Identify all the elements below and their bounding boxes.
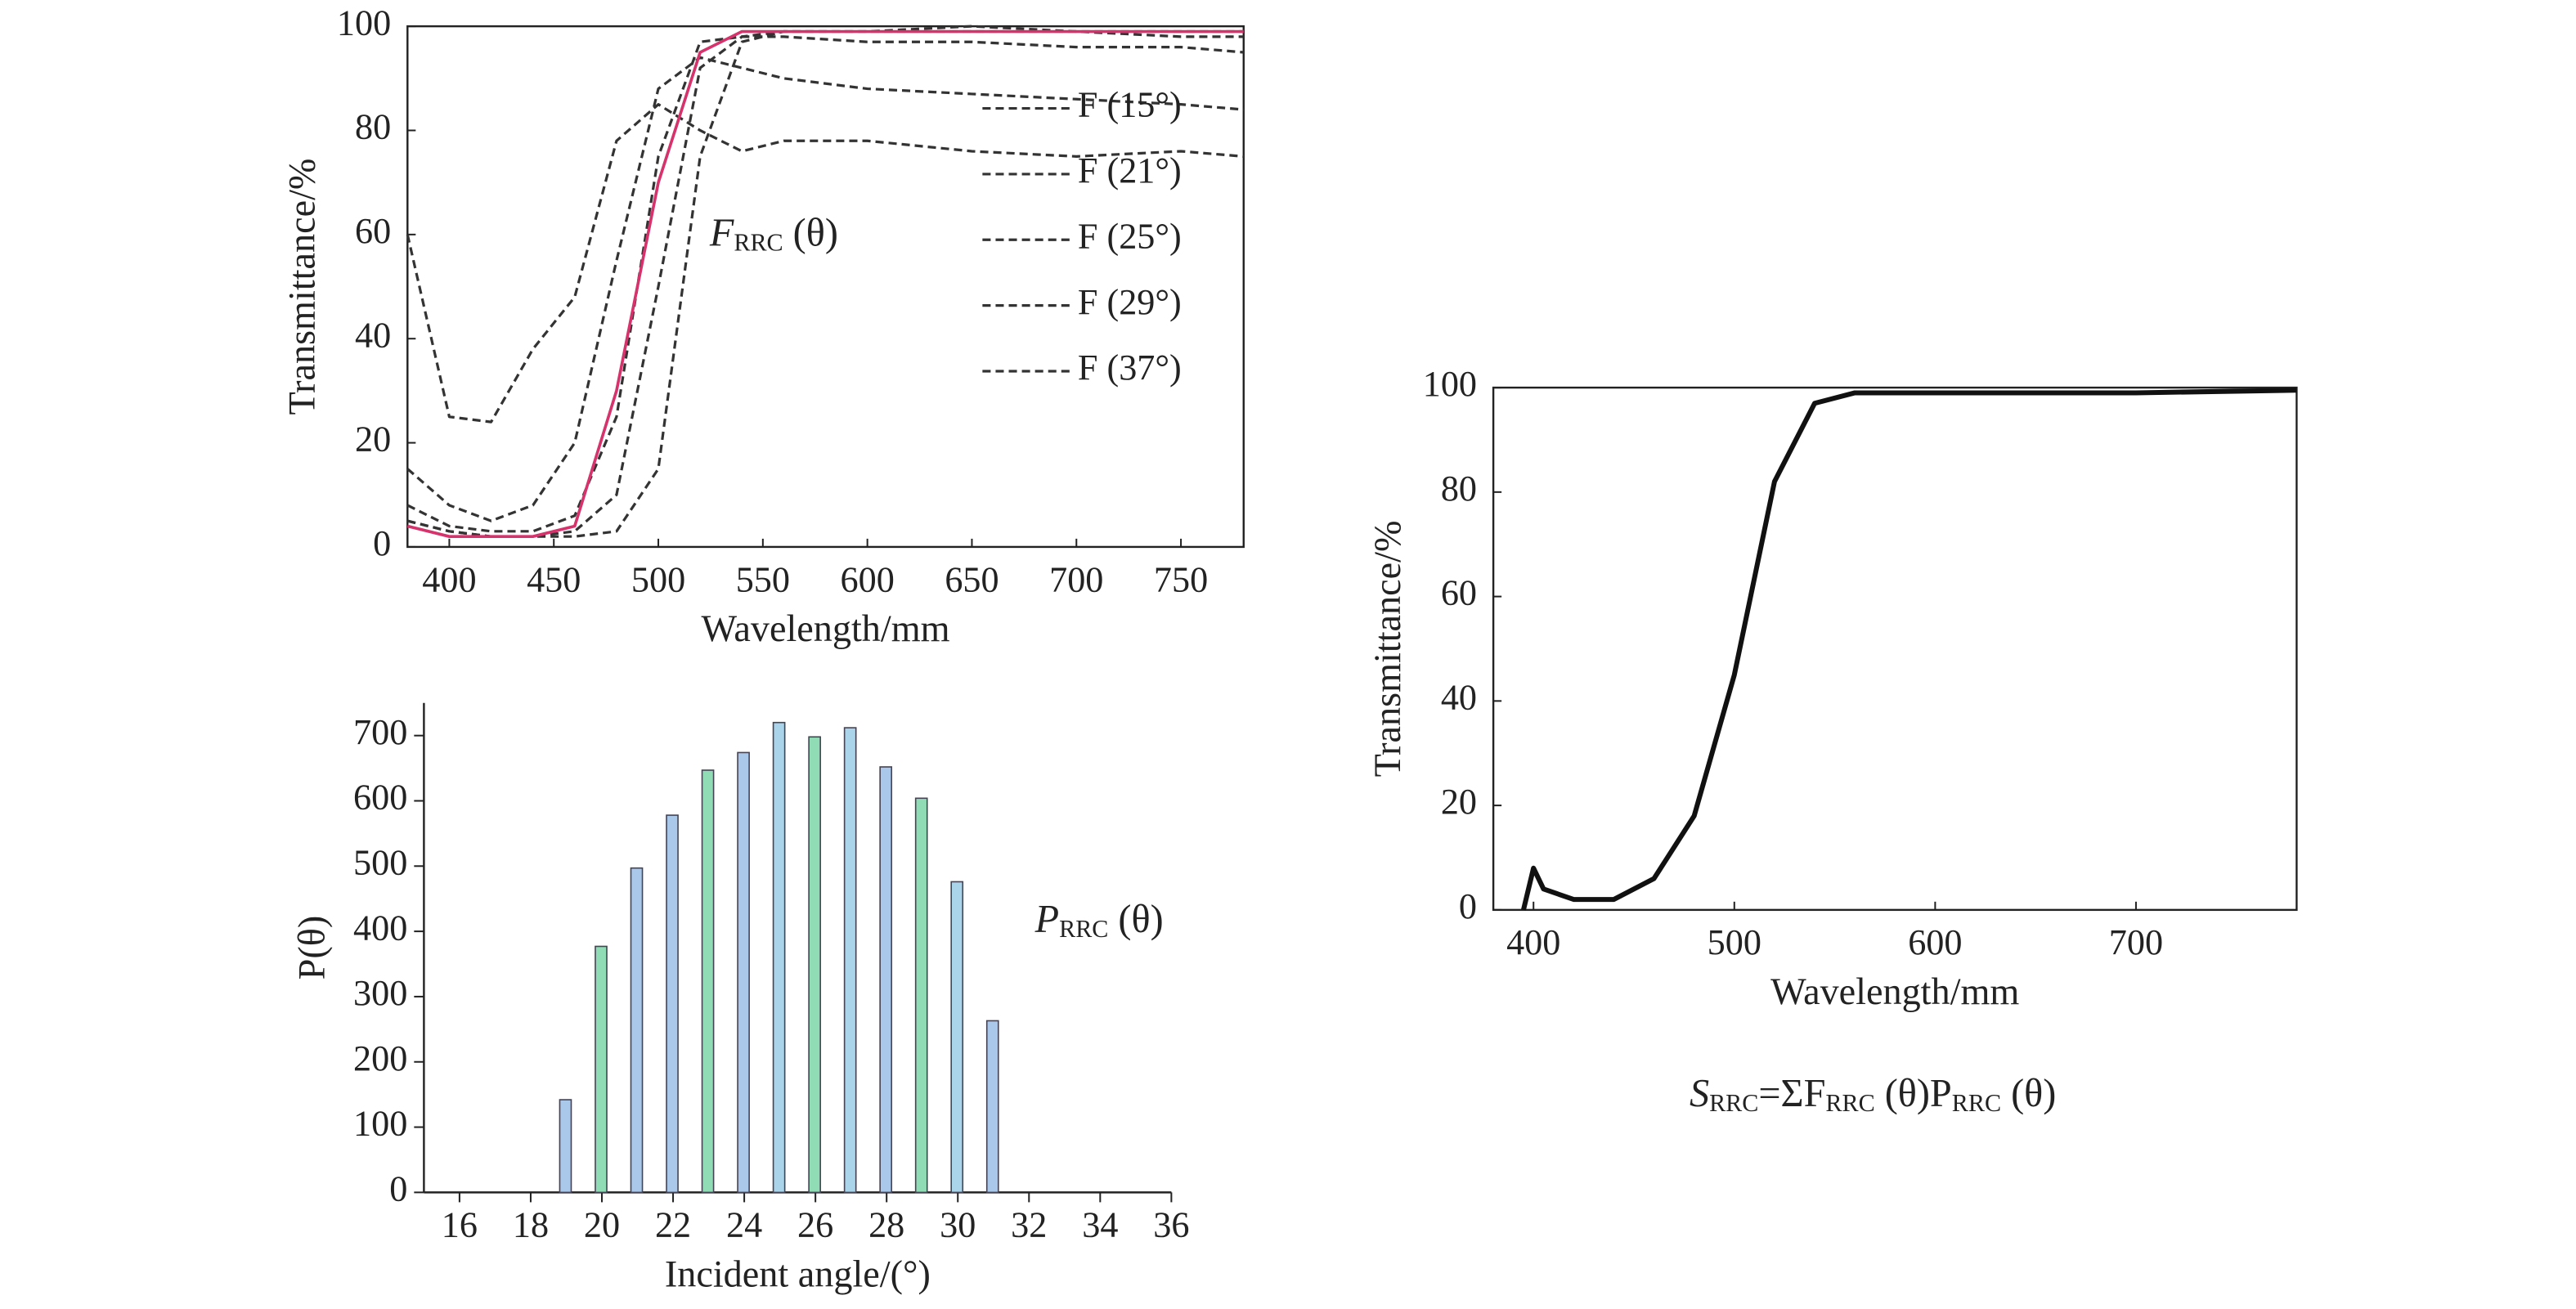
legend-label: F (37°) [1078,347,1182,388]
annotation-part: F [709,211,734,254]
bar [630,867,644,1194]
x-axis-title: Wavelength/mm [701,607,949,649]
y-tick-label: 600 [353,778,407,818]
x-tick-label: 700 [1049,559,1103,599]
line-series [406,29,1244,538]
y-tick-label: 100 [353,1104,407,1144]
y-tick-label: 100 [337,2,391,43]
y-tick-label: 0 [373,523,391,563]
y-axis-title: Transmittance/% [280,159,322,415]
x-tick-label: 400 [422,559,476,599]
bar [701,769,715,1194]
annotation-part: (θ) [2001,1072,2056,1115]
annotation: SRRC=ΣFRRC (θ)PRRC (θ) [1690,1072,2056,1117]
y-tick-label: 100 [1423,364,1477,404]
annotation: FRRC (θ) [709,211,838,256]
bar [595,945,608,1194]
y-tick-label: 80 [1441,468,1477,509]
annotation: PRRC (θ) [1034,898,1164,943]
x-tick-label: 34 [1082,1205,1118,1245]
x-tick-label: 36 [1153,1205,1189,1245]
y-tick-label: 20 [355,419,391,459]
bar [985,1020,999,1194]
x-tick-label: 18 [513,1205,549,1245]
x-tick-label: 500 [631,559,685,599]
x-tick-label: 500 [1708,922,1761,962]
y-tick-label: 40 [1441,677,1477,717]
y-tick-label: 60 [1441,573,1477,613]
x-tick-label: 30 [940,1205,976,1245]
line-series [1521,388,2297,911]
y-tick-label: 200 [353,1038,407,1078]
y-axis-title: P(θ) [290,916,332,980]
line-series [406,103,1244,424]
x-tick-label: 450 [527,559,581,599]
x-tick-label: 22 [655,1205,691,1245]
bar [914,797,928,1194]
x-tick-label: 400 [1506,922,1560,962]
y-tick-label: 500 [353,842,407,882]
y-tick-label: 0 [1459,886,1477,926]
x-tick-label: 750 [1154,559,1208,599]
bar [737,751,750,1194]
bar [772,721,786,1194]
annotation-part: RRC [734,228,783,256]
annotation-part: (θ) [1108,898,1163,941]
bar [808,736,821,1194]
y-axis-title: Transmittance/% [1367,521,1408,778]
y-tick-label: 80 [355,107,391,147]
plot-frame [1492,386,2298,912]
legend-label: F (25°) [1078,216,1182,256]
bar [666,814,679,1194]
x-tick-label: 650 [945,559,999,599]
y-tick-label: 60 [355,211,391,251]
bar [843,727,857,1194]
annotation-part: RRC [1952,1089,2001,1117]
x-tick-label: 16 [442,1205,478,1245]
y-tick-label: 40 [355,315,391,355]
annotation-part: S [1690,1072,1709,1115]
annotation-part: RRC [1709,1089,1758,1117]
x-tick-label: 550 [736,559,790,599]
x-tick-label: 32 [1011,1205,1047,1245]
bar [950,881,964,1194]
annotation-part: RRC [1825,1089,1874,1117]
annotation-part: P [1034,898,1059,941]
y-tick-label: 20 [1441,782,1477,822]
legend-label: F (21°) [1078,150,1182,191]
bar [559,1099,572,1194]
x-tick-label: 600 [1908,922,1962,962]
y-tick-label: 400 [353,908,407,948]
x-axis-title: Incident angle/(°) [665,1253,931,1294]
annotation-part: (θ)P [1875,1072,1952,1115]
x-tick-label: 600 [841,559,895,599]
x-tick-label: 28 [868,1205,904,1245]
annotation-part: =ΣF [1758,1072,1825,1115]
x-tick-label: 24 [726,1205,762,1245]
annotation-part: RRC [1059,915,1108,943]
line-series [406,56,1244,522]
y-tick-label: 300 [353,973,407,1013]
y-tick-label: 700 [353,712,407,752]
x-tick-label: 26 [797,1205,833,1245]
x-axis-title: Wavelength/mm [1770,971,2019,1012]
annotation-part: (θ) [783,211,838,254]
plot-frame [406,25,1245,549]
legend-label: F (15°) [1078,85,1182,125]
legend-label: F (29°) [1078,282,1182,322]
x-tick-label: 700 [2109,922,2163,962]
x-tick-label: 20 [584,1205,620,1245]
y-tick-label: 0 [389,1169,407,1209]
bar [879,766,893,1194]
